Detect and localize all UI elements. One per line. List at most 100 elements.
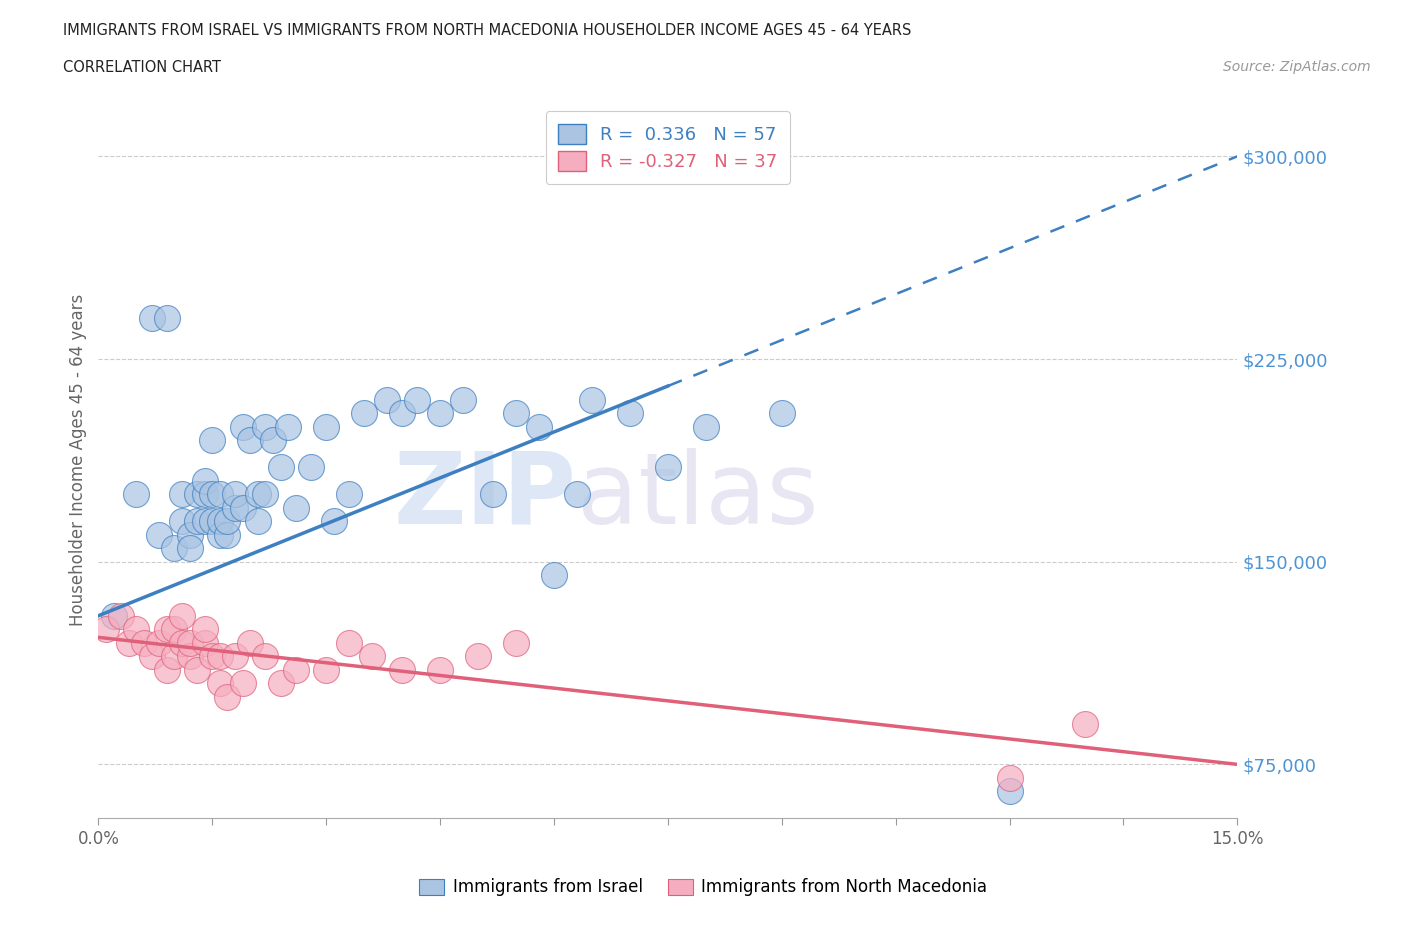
Point [201, 432, 224, 447]
Point [284, 500, 307, 515]
Point [337, 486, 360, 501]
Point [208, 486, 231, 501]
Point [1074, 716, 1097, 731]
Point [451, 392, 474, 407]
Point [262, 432, 284, 447]
Point [170, 486, 193, 501]
Point [125, 486, 148, 501]
Point [201, 649, 224, 664]
Point [337, 635, 360, 650]
Point [217, 513, 239, 528]
Point [163, 649, 186, 664]
Point [277, 419, 299, 434]
Point [284, 662, 307, 677]
Point [998, 784, 1021, 799]
Point [543, 567, 565, 582]
Point [201, 513, 224, 528]
Point [186, 513, 208, 528]
Point [505, 405, 527, 420]
Point [186, 486, 208, 501]
Point [467, 649, 489, 664]
Point [94, 622, 117, 637]
Point [391, 405, 413, 420]
Point [770, 405, 793, 420]
Point [170, 635, 193, 650]
Point [232, 419, 254, 434]
Point [194, 635, 217, 650]
Point [186, 662, 208, 677]
Text: atlas: atlas [576, 447, 818, 545]
Point [224, 500, 246, 515]
Point [315, 419, 337, 434]
Point [125, 622, 148, 637]
Point [170, 513, 193, 528]
Point [224, 486, 246, 501]
Point [254, 419, 277, 434]
Point [141, 649, 163, 664]
Point [429, 405, 451, 420]
Point [118, 635, 141, 650]
Legend: R =  0.336   N = 57, R = -0.327   N = 37: R = 0.336 N = 57, R = -0.327 N = 37 [546, 112, 790, 183]
Point [581, 392, 603, 407]
Point [194, 473, 217, 488]
Point [217, 689, 239, 704]
Point [148, 527, 170, 542]
Point [270, 676, 292, 691]
Text: Source: ZipAtlas.com: Source: ZipAtlas.com [1223, 60, 1371, 74]
Point [194, 513, 217, 528]
Point [179, 649, 201, 664]
Text: IMMIGRANTS FROM ISRAEL VS IMMIGRANTS FROM NORTH MACEDONIA HOUSEHOLDER INCOME AGE: IMMIGRANTS FROM ISRAEL VS IMMIGRANTS FRO… [63, 23, 911, 38]
Point [232, 676, 254, 691]
Point [619, 405, 641, 420]
Point [208, 527, 231, 542]
Point [224, 649, 246, 664]
Point [482, 486, 505, 501]
Point [232, 500, 254, 515]
Point [201, 486, 224, 501]
Point [391, 662, 413, 677]
Point [353, 405, 375, 420]
Point [163, 622, 186, 637]
Point [239, 635, 262, 650]
Point [406, 392, 429, 407]
Text: ZIP: ZIP [394, 447, 576, 545]
Point [505, 635, 527, 650]
Y-axis label: Householder Income Ages 45 - 64 years: Householder Income Ages 45 - 64 years [69, 294, 87, 627]
Point [217, 527, 239, 542]
Point [156, 311, 179, 325]
Point [657, 459, 679, 474]
Point [998, 770, 1021, 785]
Point [179, 540, 201, 555]
Point [695, 419, 717, 434]
Point [246, 513, 269, 528]
Point [179, 527, 201, 542]
Point [170, 608, 193, 623]
Point [132, 635, 155, 650]
Point [179, 635, 201, 650]
Point [360, 649, 382, 664]
Point [239, 432, 262, 447]
Point [208, 513, 231, 528]
Point [375, 392, 398, 407]
Text: CORRELATION CHART: CORRELATION CHART [63, 60, 221, 75]
Point [208, 649, 231, 664]
Legend: Immigrants from Israel, Immigrants from North Macedonia: Immigrants from Israel, Immigrants from … [412, 871, 994, 903]
Point [322, 513, 344, 528]
Point [156, 662, 179, 677]
Point [194, 622, 217, 637]
Point [103, 608, 125, 623]
Point [299, 459, 322, 474]
Point [429, 662, 451, 677]
Point [141, 311, 163, 325]
Point [156, 622, 179, 637]
Point [208, 676, 231, 691]
Point [163, 540, 186, 555]
Point [270, 459, 292, 474]
Point [527, 419, 550, 434]
Point [315, 662, 337, 677]
Point [194, 486, 217, 501]
Point [254, 649, 277, 664]
Point [254, 486, 277, 501]
Point [148, 635, 170, 650]
Point [110, 608, 132, 623]
